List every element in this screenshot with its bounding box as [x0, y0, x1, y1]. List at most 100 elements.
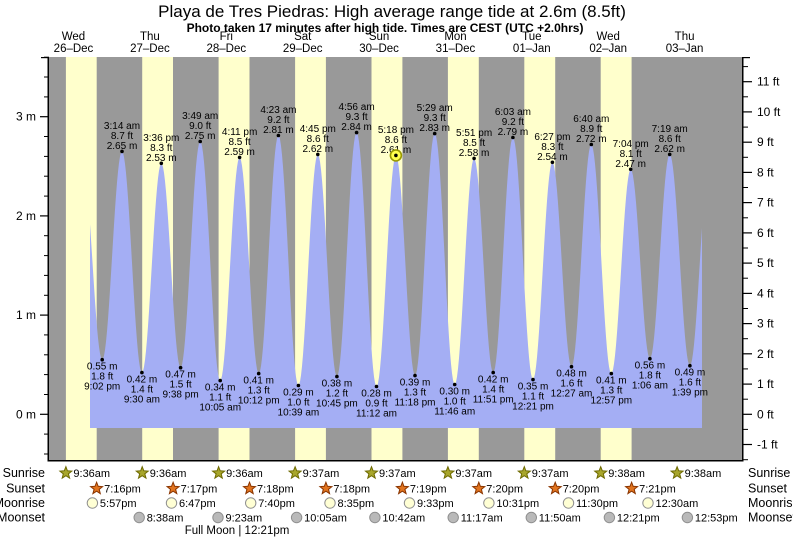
sunset-event: 7:20pm — [471, 480, 523, 496]
right-major-tick — [743, 111, 752, 113]
moonrise-time: 12:30am — [656, 498, 699, 510]
right-minor-tick — [743, 277, 748, 279]
right-major-tick — [743, 202, 752, 204]
tide-value-label: 8.6 ft — [659, 134, 681, 145]
left-major-tick — [40, 314, 49, 316]
day-date: 03–Jan — [666, 43, 704, 55]
row-label-moonset-left: Moonset — [0, 511, 46, 525]
moonset-time: 11:50am — [539, 513, 581, 525]
tide-value-label: 9:02 pm — [84, 382, 120, 393]
tide-value-label: 9.2 ft — [502, 117, 524, 128]
low-tide-dot — [374, 384, 379, 389]
tide-value-label: 0.42 m — [127, 375, 158, 386]
left-minor-tick — [44, 394, 49, 395]
right-minor-tick — [743, 187, 748, 188]
tide-value-label: 5:29 am — [417, 103, 453, 114]
tide-value-label: 4:11 pm — [222, 127, 257, 138]
sunset-event: 7:17pm — [165, 480, 217, 496]
tide-value-label: 3:36 pm — [143, 133, 179, 144]
left-tick-label: 3 m — [16, 110, 36, 124]
axis-corner-tick — [742, 57, 750, 59]
sunrise-time: 9:37am — [303, 468, 340, 480]
sunrise-time: 9:36am — [226, 468, 263, 480]
moonrise-time: 11:30pm — [576, 498, 618, 510]
high-tide-dot — [198, 139, 202, 144]
moonset-icon — [447, 511, 459, 524]
moonrise-icon — [86, 497, 99, 509]
low-tide-annotation: 0.55 m1.8 ft9:02 pm — [84, 357, 120, 393]
right-major-tick — [743, 141, 752, 143]
axes: 0 m 1 m 2 m 3 m -1 ft 0 ft 1 ft 2 ft 3 ft 4 ft 5 f… — [16, 56, 781, 462]
tide-value-label: 1.8 ft — [91, 372, 113, 383]
right-minor-tick — [743, 459, 748, 461]
high-tide-annotation: 4:23 am9.2 ft2.81 m — [260, 105, 296, 138]
tide-value-label: 9.0 ft — [189, 121, 211, 132]
sunrise-icon — [364, 465, 379, 480]
right-minor-tick — [743, 156, 748, 158]
high-tide-dot — [589, 142, 594, 147]
moonrise-event: 8:35pm — [324, 497, 375, 510]
moonset-event: 12:53pm — [681, 511, 738, 525]
high-tide-dot — [237, 155, 242, 160]
left-minor-tick — [44, 175, 49, 177]
moonset-event: 10:42am — [369, 511, 425, 525]
high-tide-dot — [472, 156, 476, 161]
moonset-icon — [681, 511, 694, 524]
left-minor-tick — [44, 76, 49, 78]
moonset-time: 10:05am — [304, 513, 347, 525]
tide-value-label: 6:27 pm — [534, 132, 570, 143]
tide-value-label: 9:38 pm — [163, 390, 199, 401]
sunset-event: 7:18pm — [318, 480, 370, 496]
day-date: 29–Dec — [283, 43, 323, 55]
left-minor-tick — [44, 136, 49, 137]
right-tick-label: 6 ft — [757, 226, 774, 240]
moonset-event: 12:21pm — [603, 511, 660, 525]
sunset-time: 7:20pm — [563, 484, 600, 496]
right-tick-label: 3 ft — [757, 317, 774, 331]
tide-value-label: 11:51 pm — [473, 395, 514, 406]
tide-value-label: 1.8 ft — [639, 371, 661, 382]
sunrise-event: 9:38am — [669, 465, 721, 480]
tide-value-label: 11:12 am — [356, 409, 397, 420]
sunrise-event: 9:36am — [211, 465, 263, 480]
high-tide-annotation: 4:11 pm8.5 ft2.59 m — [222, 127, 257, 160]
day-labels: Wed26–DecThu27–DecFri28–DecSat29–DecSun3… — [54, 31, 704, 55]
tide-value-label: 12:21 pm — [512, 402, 554, 413]
sunset-icon — [89, 480, 104, 495]
right-tick-label: 11 ft — [757, 75, 780, 89]
sunset-time: 7:16pm — [104, 484, 141, 496]
moonset-event: 10:05am — [290, 511, 347, 525]
sunrise-time: 9:36am — [73, 468, 110, 480]
moonset-icon — [525, 511, 537, 524]
tide-value-label: 0.49 m — [675, 368, 706, 379]
low-tide-annotation: 0.49 m1.6 ft1:39 pm — [672, 363, 708, 399]
high-tide-annotation: 3:14 am8.7 ft2.65 m — [104, 121, 140, 154]
moonrise-time: 8:35pm — [338, 498, 375, 510]
left-minor-tick — [44, 433, 49, 435]
right-minor-tick — [743, 398, 748, 400]
tide-value-label: 0.48 m — [556, 369, 587, 380]
tide-value-label: 6:03 am — [495, 107, 531, 118]
right-tick-label: 2 ft — [757, 347, 774, 361]
high-tide-annotation: 6:27 pm8.3 ft2.54 m — [534, 132, 570, 165]
left-major-tick — [40, 413, 49, 415]
low-tide-dot — [218, 378, 222, 383]
high-tide-annotation: 7:04 pm8.1 ft2.47 m — [613, 139, 649, 172]
moonrise-icon — [165, 497, 178, 509]
tide-value-label: 9.2 ft — [267, 115, 289, 126]
moonrise-icon — [245, 497, 257, 509]
sunset-event: 7:18pm — [242, 480, 294, 496]
tide-value-label: 4:56 am — [339, 102, 375, 113]
moonrise-event: 5:57pm — [86, 497, 137, 510]
moonrise-event: 11:30pm — [562, 497, 618, 510]
tide-value-label: 0.28 m — [361, 389, 392, 400]
moonset-time: 11:17am — [461, 513, 503, 525]
left-minor-tick — [44, 155, 49, 157]
sunset-icon — [471, 480, 487, 495]
